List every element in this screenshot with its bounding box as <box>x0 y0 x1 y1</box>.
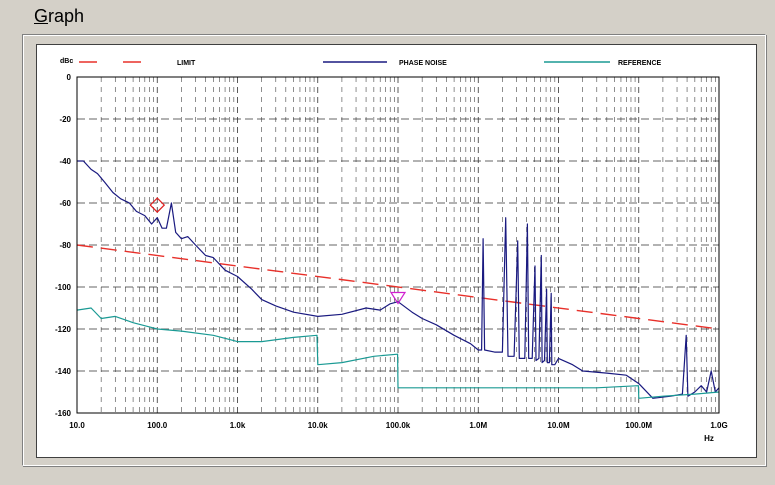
y-tick-label: -40 <box>59 157 71 166</box>
x-tick-label: 100.0k <box>386 421 411 430</box>
x-tick-label: 10.0k <box>308 421 329 430</box>
plot-panel: 0 -20 -40 -60 -80 -100 -120 -140 -160 10.0 100.0 1.… <box>36 44 757 458</box>
y-tick-label: -20 <box>59 115 71 124</box>
marker-diamond <box>149 197 166 213</box>
y-tick-label: -100 <box>55 283 72 292</box>
legend-label-reference: REFERENCE <box>618 60 662 67</box>
x-tick-label: 10.0M <box>547 421 570 430</box>
graph-title-accelerator: G <box>34 6 49 26</box>
series-limit <box>76 244 720 330</box>
y-axis-label: dBc <box>60 58 73 65</box>
legend-label-limit: LIMIT <box>177 60 196 67</box>
graph-groupbox-title: Graph <box>34 6 84 27</box>
x-tick-label: 1.0M <box>469 421 487 430</box>
series-layer <box>76 160 720 399</box>
y-tick-label: -120 <box>55 325 72 334</box>
axis-layer: 0 -20 -40 -60 -80 -100 -120 -140 -160 10.0 100.0 1.… <box>55 58 728 443</box>
marker-triangle <box>389 291 407 305</box>
y-tick-label: 0 <box>67 73 72 82</box>
legend-layer: LIMIT PHASE NOISE REFERENCE <box>79 60 662 67</box>
x-tick-label: 1.0k <box>230 421 246 430</box>
phase-noise-chart: 0 -20 -40 -60 -80 -100 -120 -140 -160 10.0 100.0 1.… <box>55 58 728 443</box>
y-tick-label: -160 <box>55 409 72 418</box>
y-tick-label: -80 <box>59 241 71 250</box>
graph-groupbox-frame <box>22 34 766 466</box>
x-axis-label: Hz <box>704 434 714 443</box>
series-reference <box>76 307 720 399</box>
series-phase-noise <box>77 160 720 399</box>
x-tick-label: 100.0 <box>147 421 168 430</box>
graph-title-text: raph <box>48 6 85 26</box>
x-tick-label: 10.0 <box>69 421 85 430</box>
x-tick-label: 1.0G <box>710 421 727 430</box>
y-tick-label: -140 <box>55 367 72 376</box>
y-tick-label: -60 <box>59 199 71 208</box>
legend-label-phase-noise: PHASE NOISE <box>399 60 447 67</box>
x-tick-label: 100.0M <box>625 421 652 430</box>
plot-frame <box>76 76 720 414</box>
